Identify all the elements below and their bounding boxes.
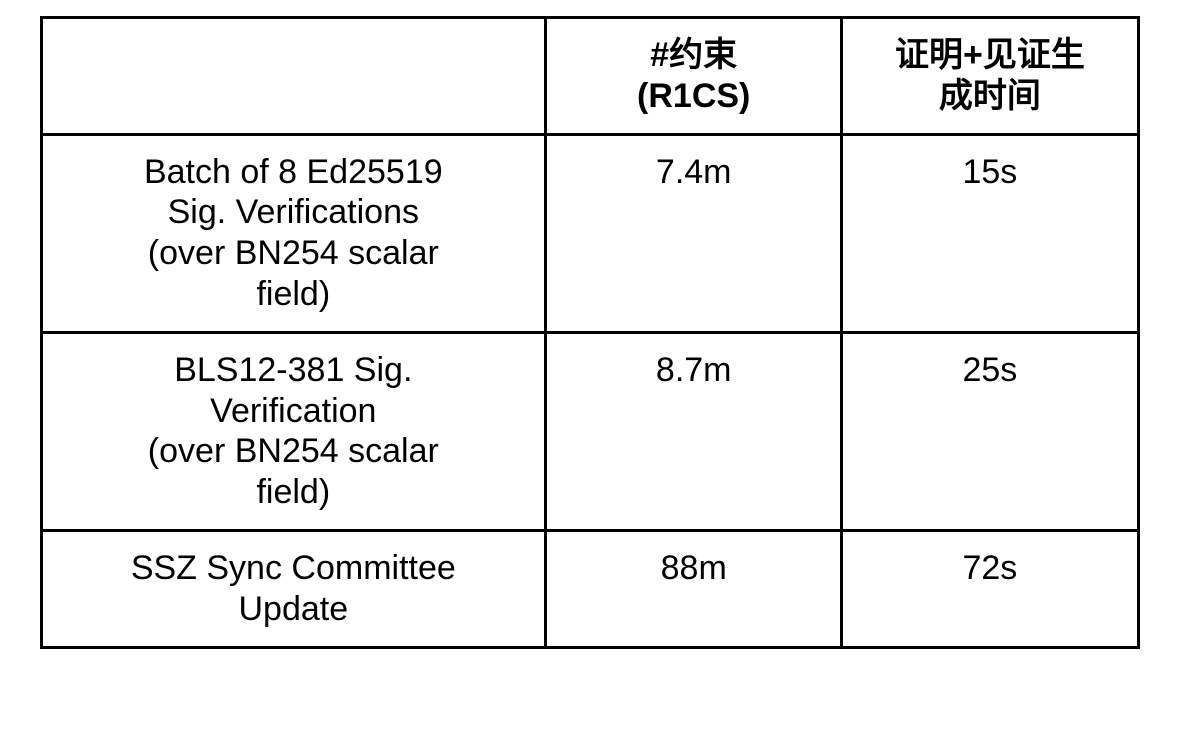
header-label: [41, 18, 546, 135]
row-label-line: SSZ Sync Committee: [55, 548, 533, 589]
header-time-line1: 证明+见证生: [855, 35, 1124, 76]
row-time: 72s: [842, 530, 1138, 647]
row-label: SSZ Sync Committee Update: [41, 530, 546, 647]
row-label: BLS12-381 Sig. Verification (over BN254 …: [41, 332, 546, 530]
table-header-row: #约束 (R1CS) 证明+见证生 成时间: [41, 18, 1138, 135]
row-time: 25s: [842, 332, 1138, 530]
row-constraints: 8.7m: [546, 332, 842, 530]
table-row: SSZ Sync Committee Update 88m 72s: [41, 530, 1138, 647]
row-label-line: (over BN254 scalar: [55, 431, 533, 472]
row-label: Batch of 8 Ed25519 Sig. Verifications (o…: [41, 134, 546, 332]
header-time-line2: 成时间: [855, 76, 1124, 117]
row-constraints: 88m: [546, 530, 842, 647]
row-time: 15s: [842, 134, 1138, 332]
row-label-line: Sig. Verifications: [55, 192, 533, 233]
row-constraints: 7.4m: [546, 134, 842, 332]
benchmark-table: #约束 (R1CS) 证明+见证生 成时间 Batch of 8 Ed25519…: [40, 16, 1140, 649]
row-label-line: Update: [55, 589, 533, 630]
header-time: 证明+见证生 成时间: [842, 18, 1138, 135]
table-row: Batch of 8 Ed25519 Sig. Verifications (o…: [41, 134, 1138, 332]
table-row: BLS12-381 Sig. Verification (over BN254 …: [41, 332, 1138, 530]
header-constraints-line2: (R1CS): [559, 76, 828, 117]
header-constraints-line1: #约束: [559, 35, 828, 76]
row-label-line: field): [55, 472, 533, 513]
row-label-line: field): [55, 274, 533, 315]
row-label-line: BLS12-381 Sig.: [55, 350, 533, 391]
row-label-line: (over BN254 scalar: [55, 233, 533, 274]
row-label-line: Verification: [55, 391, 533, 432]
header-constraints: #约束 (R1CS): [546, 18, 842, 135]
row-label-line: Batch of 8 Ed25519: [55, 152, 533, 193]
